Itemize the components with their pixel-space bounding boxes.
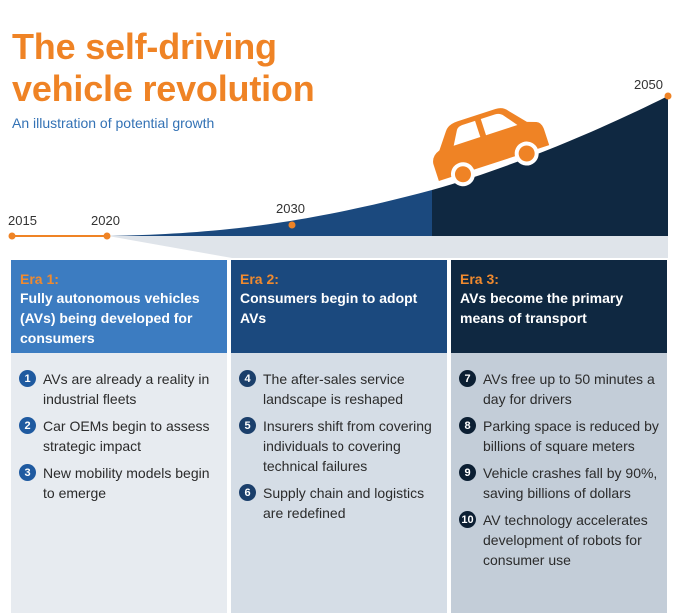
number-badge: 8	[459, 417, 476, 434]
number-badge: 6	[239, 484, 256, 501]
era-1-label: Era 1:	[20, 271, 59, 287]
era-3-title: AVs become the primary means of transpor…	[460, 290, 624, 326]
curve-area-era2	[108, 190, 432, 236]
year-label-2030: 2030	[276, 201, 305, 216]
title-line-1: The self-driving	[12, 26, 277, 67]
era-2-label: Era 2:	[240, 271, 279, 287]
era-1-column: Era 1: Fully autonomous vehicles (AVs) b…	[11, 260, 227, 613]
era-3-label: Era 3:	[460, 271, 499, 287]
list-item-text: Vehicle crashes fall by 90%, saving bill…	[483, 465, 658, 501]
year-label-2020: 2020	[91, 213, 120, 228]
timeline-shadow-wedge	[108, 236, 668, 258]
list-item-text: Insurers shift from covering individuals…	[263, 418, 432, 474]
list-item: 7 AVs free up to 50 minutes a day for dr…	[459, 369, 661, 409]
list-item: 10 AV technology accelerates development…	[459, 510, 661, 570]
list-item-text: AV technology accelerates development of…	[483, 512, 648, 568]
page-title: The self-driving vehicle revolution	[12, 26, 315, 110]
year-label-2050: 2050	[634, 77, 663, 92]
era-3-list: 7 AVs free up to 50 minutes a day for dr…	[451, 353, 667, 613]
marker-2030	[288, 221, 296, 229]
era-1-header: Era 1: Fully autonomous vehicles (AVs) b…	[11, 260, 227, 353]
list-item: 8 Parking space is reduced by billions o…	[459, 416, 661, 456]
title-line-2: vehicle revolution	[12, 68, 315, 109]
list-item: 3 New mobility models begin to emerge	[19, 463, 221, 503]
list-item-text: Parking space is reduced by billions of …	[483, 418, 659, 454]
number-badge: 4	[239, 370, 256, 387]
list-item-text: Supply chain and logistics are redefined	[263, 485, 425, 521]
number-badge: 3	[19, 464, 36, 481]
era-3-column: Era 3: AVs become the primary means of t…	[451, 260, 667, 613]
number-badge: 2	[19, 417, 36, 434]
list-item: 2 Car OEMs begin to assess strategic imp…	[19, 416, 221, 456]
list-item: 9 Vehicle crashes fall by 90%, saving bi…	[459, 463, 661, 503]
list-item-text: The after-sales service landscape is res…	[263, 371, 405, 407]
car-icon	[433, 108, 550, 187]
list-item: 1 AVs are already a reality in industria…	[19, 369, 221, 409]
era-2-title: Consumers begin to adopt AVs	[240, 290, 418, 326]
era-3-header: Era 3: AVs become the primary means of t…	[451, 260, 667, 353]
number-badge: 10	[459, 511, 476, 528]
era-2-column: Era 2: Consumers begin to adopt AVs 4 Th…	[231, 260, 447, 613]
marker-2050	[664, 92, 672, 100]
subtitle: An illustration of potential growth	[12, 115, 215, 131]
list-item: 4 The after-sales service landscape is r…	[239, 369, 441, 409]
year-label-2015: 2015	[8, 213, 37, 228]
list-item-text: AVs free up to 50 minutes a day for driv…	[483, 371, 655, 407]
list-item-text: New mobility models begin to emerge	[43, 465, 210, 501]
list-item-text: AVs are already a reality in industrial …	[43, 371, 210, 407]
era-2-list: 4 The after-sales service landscape is r…	[231, 353, 447, 613]
marker-2015	[8, 232, 16, 240]
number-badge: 9	[459, 464, 476, 481]
number-badge: 1	[19, 370, 36, 387]
growth-curve-graphic	[8, 92, 672, 258]
era-1-list: 1 AVs are already a reality in industria…	[11, 353, 227, 613]
number-badge: 7	[459, 370, 476, 387]
list-item: 6 Supply chain and logistics are redefin…	[239, 483, 441, 523]
curve-area-era3	[432, 96, 668, 236]
marker-2020	[103, 232, 111, 240]
era-1-title: Fully autonomous vehicles (AVs) being de…	[20, 290, 200, 346]
era-2-header: Era 2: Consumers begin to adopt AVs	[231, 260, 447, 353]
number-badge: 5	[239, 417, 256, 434]
list-item-text: Car OEMs begin to assess strategic impac…	[43, 418, 210, 454]
list-item: 5 Insurers shift from covering individua…	[239, 416, 441, 476]
